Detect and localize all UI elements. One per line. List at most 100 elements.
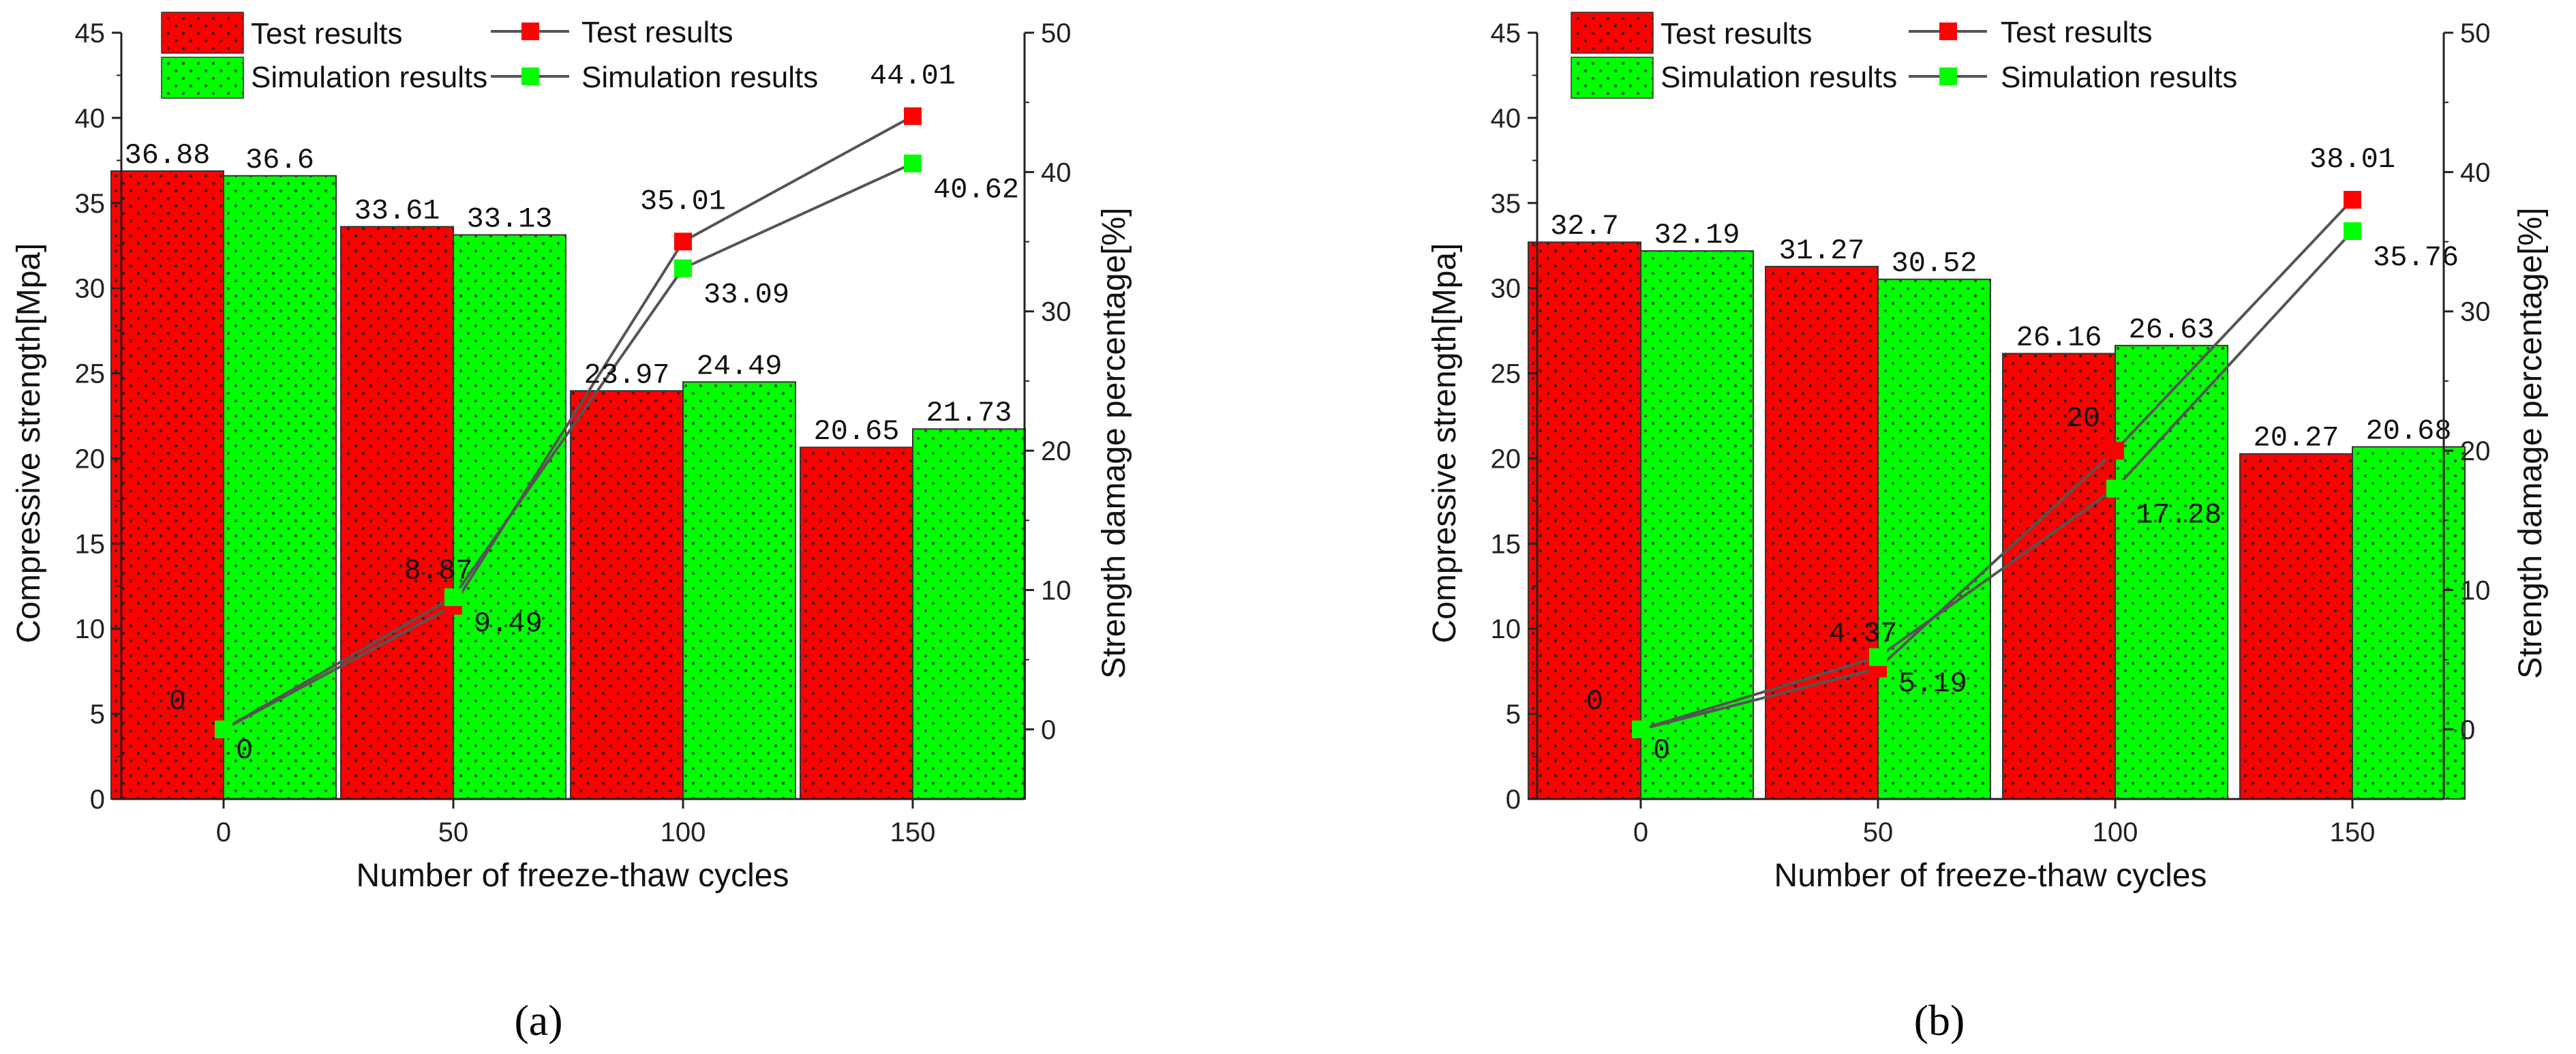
test-point-150	[904, 107, 922, 125]
y2-tick-label: 20	[1041, 436, 1072, 466]
y2-tick-label: 0	[2460, 715, 2475, 745]
bars-group	[1528, 241, 2466, 800]
test-bar-100	[570, 390, 684, 800]
test-bar-150	[800, 447, 913, 800]
simulation-point-label-50: 5.19	[1898, 667, 1967, 700]
y-tick-label: 35	[75, 189, 106, 219]
simulation-point-label-0: 0	[236, 734, 253, 767]
test-bar-50	[1765, 265, 1879, 800]
test-bar-label-100: 23.97	[584, 359, 669, 391]
legend-swatch-simulation-bar	[1571, 57, 1654, 99]
test-bar-50	[340, 226, 454, 800]
y-axis-title: Compressive strength[Mpa]	[1427, 243, 1463, 644]
simulation-point-label-0: 0	[1653, 734, 1670, 767]
y-tick-label: 0	[1506, 785, 1521, 815]
test-damage-line	[1640, 198, 2354, 731]
x-tick-label: 50	[1863, 817, 1894, 847]
test-bar-0	[110, 170, 224, 800]
y-tick-label: 15	[1491, 529, 1521, 559]
y2-tick-label: 40	[1041, 157, 1072, 187]
legend-label-simulation-bar: Simulation results	[251, 61, 487, 94]
simulation-bar-150	[912, 428, 1026, 800]
y2-tick-label: 10	[1041, 575, 1072, 605]
legend: Test results Simulation results Test res…	[161, 12, 818, 99]
data-labels-group: 36.88 33.61 23.97 20.65 36.6 33.13 24.49 21.73 0…	[124, 59, 1019, 766]
test-point-label-0: 0	[1586, 685, 1603, 718]
y-tick-label: 5	[1506, 699, 1521, 729]
chart-panel-a: 36.8833.6123.9720.6536.633.1324.4921.730…	[11, 12, 1132, 1044]
simulation-point-label-100: 33.09	[703, 279, 789, 312]
test-bar-150	[2239, 453, 2353, 800]
simulation-damage-line	[1640, 230, 2354, 731]
x-axis-title: Number of freeze-thaw cycles	[1774, 858, 2207, 894]
test-point-label-150: 38.01	[2309, 143, 2395, 176]
x-tick-label: 100	[661, 817, 706, 847]
simulation-bar-label-100: 26.63	[2128, 314, 2214, 346]
simulation-point-label-150: 35.76	[2373, 241, 2459, 274]
simulation-bar-label-50: 30.52	[1891, 247, 1977, 280]
x-tick-label: 50	[438, 817, 469, 847]
y2-axis-title: Strength damage percentage[%]	[1096, 207, 1132, 678]
legend-label-test-line: Test results	[2001, 16, 2153, 49]
test-point-label-100: 35.01	[640, 185, 726, 217]
legend-swatch-test-bar	[161, 12, 244, 54]
axes-group: 0 5 10 15 20 25 30 35 40 45 0 10 20 30 40 50 0 50 100 150	[1491, 18, 2491, 847]
lines-group	[215, 107, 922, 738]
test-bar-0	[1528, 241, 1641, 800]
legend-label-simulation-line: Simulation results	[2001, 61, 2237, 94]
y2-tick-label: 30	[1041, 297, 1072, 327]
test-point-label-50: 8.87	[404, 555, 473, 588]
test-bar-label-50: 33.61	[354, 194, 440, 227]
test-point-label-100: 20	[2066, 402, 2100, 435]
simulation-bar-150	[2352, 446, 2466, 800]
simulation-point-150	[2344, 222, 2361, 241]
simulation-bar-0	[223, 175, 337, 800]
simulation-point-label-100: 17.28	[2136, 499, 2222, 532]
chart-panel-b: 32.731.2726.1620.2732.1930.5226.6320.680…	[1427, 12, 2549, 1044]
test-point-100	[2106, 442, 2124, 460]
y2-tick-label: 50	[2460, 18, 2491, 48]
legend-label-test-line: Test results	[581, 16, 733, 49]
legend-marker-test	[1939, 22, 1957, 40]
y-tick-label: 10	[1491, 614, 1521, 644]
y-tick-label: 25	[1491, 359, 1521, 389]
legend-swatch-simulation-bar	[161, 57, 244, 99]
test-point-150	[2344, 191, 2361, 209]
y2-tick-label: 50	[1041, 18, 1072, 48]
y2-tick-label: 0	[1041, 715, 1056, 745]
simulation-point-100	[674, 259, 692, 277]
y-axis-title: Compressive strength[Mpa]	[11, 243, 47, 644]
simulation-bar-label-100: 24.49	[696, 350, 782, 382]
legend-label-test-bar: Test results	[251, 17, 403, 50]
simulation-bar-label-50: 33.13	[466, 202, 552, 235]
x-tick-label: 100	[2093, 817, 2138, 847]
panel-label: (b)	[1914, 996, 1965, 1044]
simulation-bar-0	[1640, 250, 1754, 800]
simulation-point-0	[215, 720, 232, 738]
y-tick-label: 20	[1491, 444, 1521, 474]
lines-group	[1632, 191, 2361, 738]
simulation-damage-line	[223, 162, 913, 731]
test-point-label-50: 4.37	[1829, 618, 1898, 650]
simulation-point-label-50: 9.49	[474, 607, 543, 640]
y-tick-label: 25	[75, 359, 106, 389]
simulation-point-0	[1632, 720, 1650, 738]
y-tick-label: 45	[1491, 18, 1521, 48]
legend-swatch-test-bar	[1571, 12, 1654, 54]
y-tick-label: 30	[1491, 274, 1521, 304]
x-tick-label: 0	[1633, 817, 1648, 847]
simulation-point-50	[1869, 648, 1887, 666]
simulation-bar-100	[2115, 344, 2228, 800]
y-tick-label: 5	[90, 699, 105, 729]
simulation-bar-label-0: 32.19	[1654, 219, 1740, 252]
simulation-bar-label-150: 20.68	[2365, 415, 2451, 447]
simulation-bar-label-150: 21.73	[926, 397, 1012, 430]
y-tick-label: 45	[75, 18, 106, 48]
x-tick-label: 150	[890, 817, 936, 847]
y2-axis-title: Strength damage percentage[%]	[2513, 207, 2549, 678]
y-tick-label: 40	[75, 104, 106, 134]
test-bar-label-100: 26.16	[2016, 322, 2102, 355]
simulation-point-150	[904, 154, 922, 172]
x-axis-title: Number of freeze-thaw cycles	[357, 858, 789, 894]
x-tick-label: 0	[216, 817, 231, 847]
